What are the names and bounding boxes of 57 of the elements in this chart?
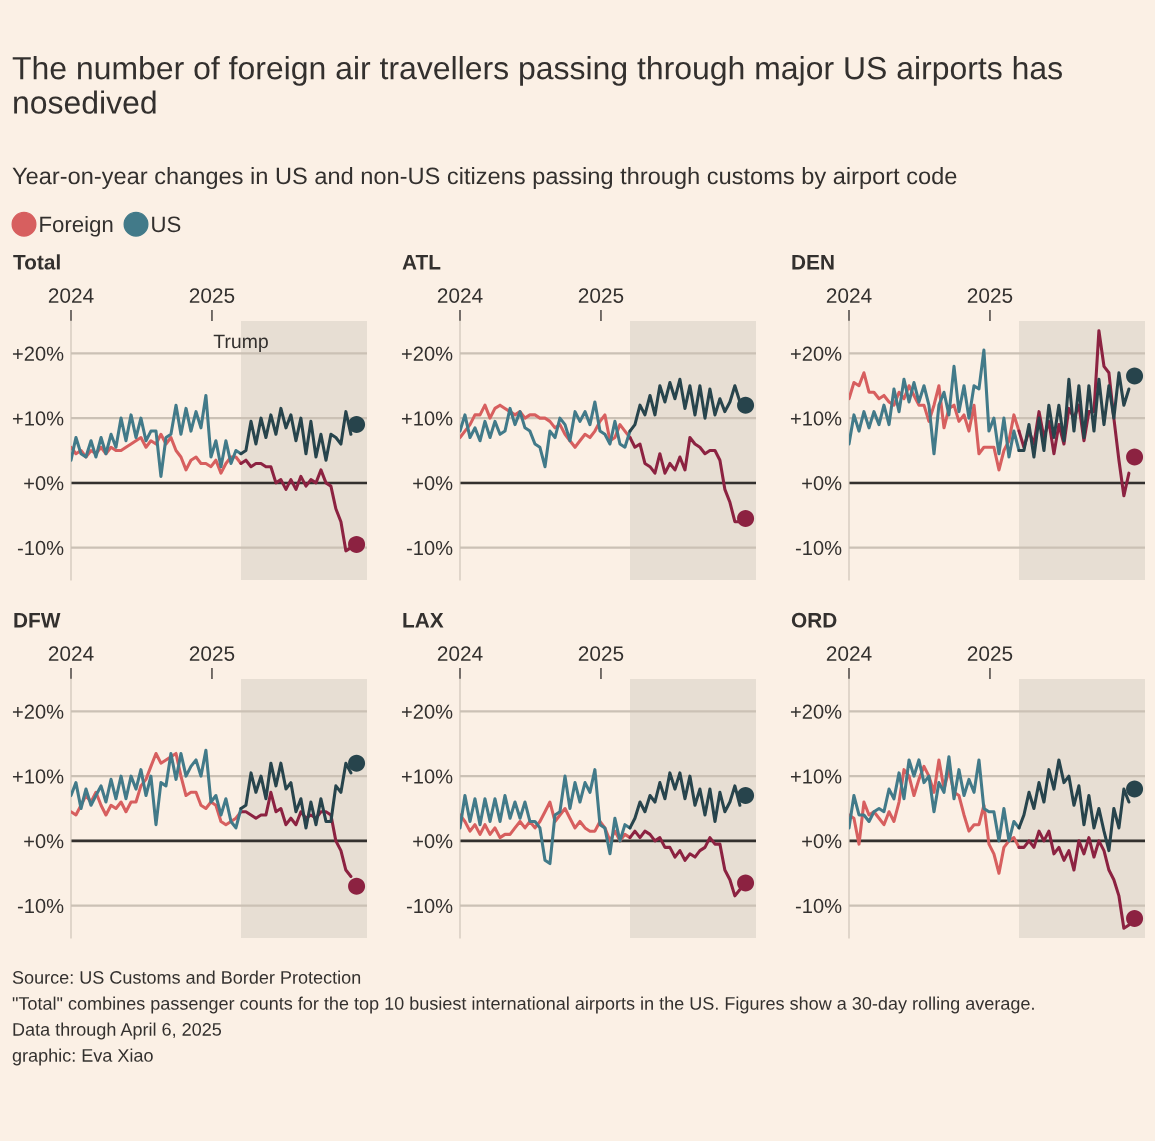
y-tick-label: +20% (790, 704, 842, 719)
y-tick-label: +20% (790, 346, 842, 361)
text: graphic: Eva Xiao (12, 1048, 153, 1066)
y-tick-label: +20% (401, 346, 453, 361)
x-tick-label: 2024 (437, 646, 483, 661)
y-tick-label: +10% (401, 411, 453, 426)
y-tick-label: -10% (17, 898, 64, 914)
y-tick-label: +0% (413, 476, 453, 491)
band-label: Trump (213, 334, 268, 353)
x-tick-label: 2025 (189, 288, 235, 303)
y-tick-label: -10% (795, 540, 842, 556)
y-tick-label: -10% (406, 898, 453, 914)
text: Year-on-year changes in US and non-US citizens passing through customs by airport code (12, 166, 957, 189)
y-tick-label: +0% (802, 476, 842, 491)
x-tick-label: 2025 (189, 646, 235, 661)
x-tick-label: 2024 (48, 646, 94, 661)
y-tick-label: +10% (790, 411, 842, 426)
x-tick-label: 2025 (578, 288, 624, 303)
line-series (460, 400, 632, 469)
legend-label: Foreign (40, 215, 113, 237)
chart-title: DEN (792, 255, 834, 270)
y-tick-label: +0% (802, 834, 842, 849)
y-tick-label: -10% (406, 540, 453, 556)
x-tick-label: 2024 (826, 646, 872, 661)
line-series (460, 768, 632, 866)
y-tick-label: +0% (24, 476, 64, 491)
x-tick-label: 2024 (826, 288, 872, 303)
y-tick-label: +0% (413, 834, 453, 849)
y-tick-label: +20% (12, 704, 64, 719)
x-tick-label: 2025 (967, 288, 1013, 303)
x-tick-label: 2024 (437, 288, 483, 303)
y-tick-label: -10% (17, 540, 64, 556)
legend-label: US (152, 216, 181, 233)
y-tick-label: +0% (24, 834, 64, 849)
y-tick-label: +10% (12, 411, 64, 426)
y-tick-label: +20% (12, 346, 64, 361)
chart-title: DFW (14, 613, 61, 628)
line-series (71, 393, 243, 478)
chart-title: ORD (791, 612, 837, 628)
y-tick-label: +10% (790, 769, 842, 784)
text: The number of foreign air travellers passing through major US airports has nosedived (12, 56, 1062, 114)
line-series (849, 348, 1021, 459)
y-tick-label: +20% (401, 704, 453, 719)
x-tick-label: 2025 (578, 646, 624, 661)
y-tick-label: +10% (12, 769, 64, 784)
line-series (849, 755, 1021, 843)
chart-title: Total (13, 254, 60, 270)
x-tick-label: 2024 (48, 288, 94, 303)
source-note: Source: US Customs and Border Protection (12, 970, 361, 984)
chart-title: LAX (403, 613, 444, 628)
line-series (1017, 371, 1131, 459)
x-tick-label: 2025 (967, 646, 1013, 661)
y-tick-label: +10% (401, 769, 453, 784)
text: "Total" combines passenger counts for the top 10 busiest international airports in the US. Figures show a 30-day rolling average. (12, 996, 1034, 1014)
chart-title: ATL (402, 255, 441, 270)
y-tick-label: -10% (795, 898, 842, 914)
text: Data through April 6, 2025 (13, 1022, 222, 1040)
